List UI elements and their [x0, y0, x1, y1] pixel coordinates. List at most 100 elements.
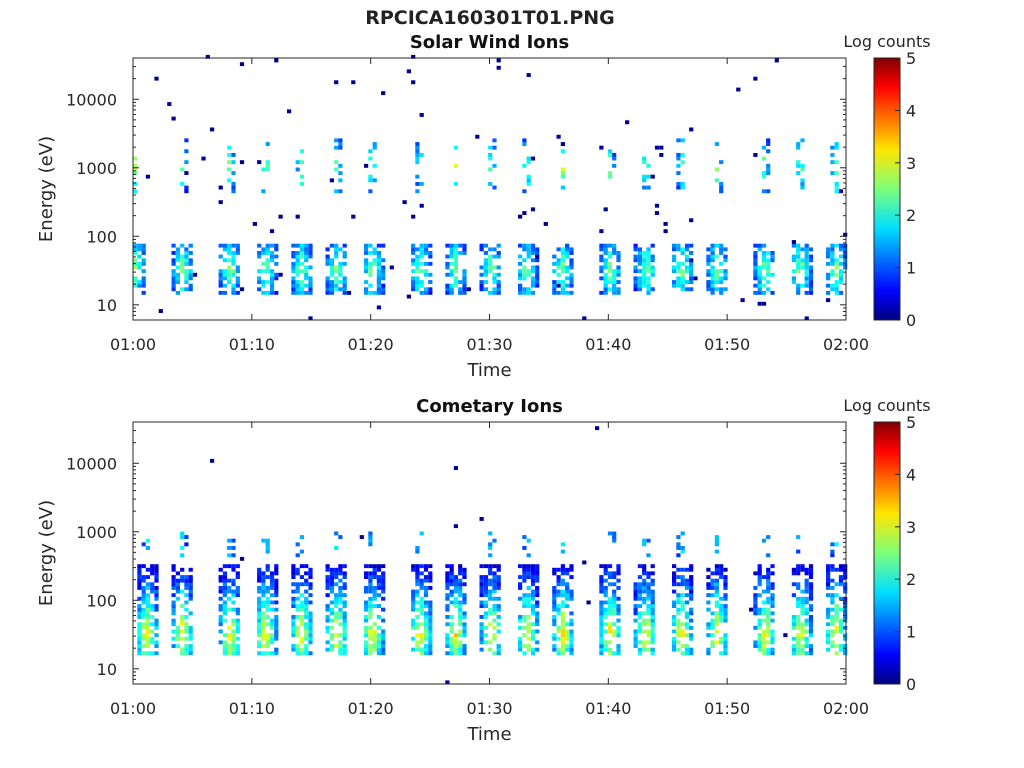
data-cell — [376, 567, 381, 572]
data-cell — [269, 578, 275, 583]
data-cell — [419, 607, 424, 612]
data-cell — [338, 593, 343, 598]
data-cell — [419, 582, 424, 587]
data-cell — [184, 644, 189, 648]
data-cell — [565, 276, 570, 281]
data-cell — [796, 644, 801, 648]
data-cell — [376, 283, 381, 288]
data-cell — [710, 633, 715, 638]
data-cell — [796, 258, 801, 263]
data-cell — [415, 647, 420, 652]
data-cell — [642, 589, 647, 594]
data-cell — [616, 604, 621, 608]
data-cell — [830, 542, 835, 547]
data-cell — [560, 604, 565, 608]
data-cell — [753, 276, 758, 281]
data-cell — [329, 280, 334, 284]
data-cell — [834, 280, 839, 284]
data-cell — [607, 607, 613, 612]
data-cell — [607, 149, 613, 154]
data-cell — [834, 607, 839, 612]
data-cell — [800, 185, 805, 190]
data-cell — [381, 575, 386, 579]
data-cell — [445, 640, 450, 645]
data-cell — [227, 243, 232, 248]
data-cell — [231, 600, 236, 605]
data-cell — [218, 575, 223, 579]
data-cell — [415, 258, 420, 263]
data-cell — [753, 283, 758, 288]
data-cell — [808, 575, 814, 579]
data-cell — [227, 586, 232, 590]
data-cell — [496, 290, 501, 295]
data-cell — [188, 269, 193, 274]
data-cell — [796, 633, 801, 638]
data-cell — [338, 640, 343, 645]
data-cell — [299, 149, 304, 154]
data-cell — [552, 647, 557, 652]
data-cell — [180, 604, 185, 608]
data-cell — [338, 589, 343, 594]
data-cell — [295, 269, 300, 274]
data-cell — [462, 269, 467, 274]
data-cell — [804, 636, 809, 641]
data-cell — [676, 567, 681, 572]
data-cell — [415, 622, 420, 627]
data-cell — [449, 261, 454, 266]
data-cell — [834, 629, 839, 634]
data-cell — [834, 615, 839, 619]
data-cell — [304, 265, 309, 270]
data-cell — [274, 58, 279, 63]
data-cell — [291, 596, 296, 601]
data-cell — [766, 138, 771, 143]
data-cell — [569, 247, 574, 252]
data-cell — [308, 283, 313, 288]
data-cell — [449, 243, 454, 248]
x-tick-label: 02:00 — [823, 335, 869, 354]
data-cell — [154, 644, 159, 648]
data-cell — [672, 578, 677, 583]
data-cell — [133, 156, 138, 161]
data-cell — [483, 251, 488, 255]
data-cell — [599, 640, 604, 645]
data-cell — [445, 254, 450, 259]
data-cell — [526, 553, 531, 558]
data-cell — [796, 586, 801, 590]
data-cell — [419, 182, 424, 186]
data-cell — [556, 134, 561, 139]
data-cell — [714, 269, 719, 274]
data-cell — [291, 261, 296, 266]
data-cell — [650, 593, 655, 598]
data-cell — [415, 615, 420, 619]
data-cell — [599, 636, 604, 641]
data-cell — [231, 254, 236, 259]
data-cell — [184, 251, 189, 255]
data-cell — [565, 265, 570, 270]
data-cell — [693, 276, 698, 281]
data-cell — [411, 593, 416, 598]
data-cell — [175, 644, 180, 648]
data-cell — [526, 73, 531, 77]
data-cell — [804, 316, 809, 321]
data-cell — [338, 265, 343, 270]
data-cell — [826, 622, 831, 627]
data-cell — [376, 604, 381, 608]
data-cell — [607, 261, 613, 266]
data-cell — [526, 593, 531, 598]
data-cell — [411, 600, 416, 605]
data-cell — [706, 647, 711, 652]
data-cell — [672, 615, 677, 619]
data-cell — [231, 546, 236, 550]
data-cell — [552, 593, 557, 598]
data-cell — [637, 647, 642, 652]
data-cell — [603, 247, 608, 252]
data-cell — [372, 564, 377, 569]
data-cell — [569, 276, 574, 281]
data-cell — [381, 636, 386, 641]
data-cell — [684, 247, 690, 252]
data-cell — [838, 290, 844, 295]
data-cell — [766, 149, 771, 154]
data-cell — [462, 567, 467, 572]
data-cell — [808, 593, 814, 598]
data-cell — [599, 265, 604, 270]
